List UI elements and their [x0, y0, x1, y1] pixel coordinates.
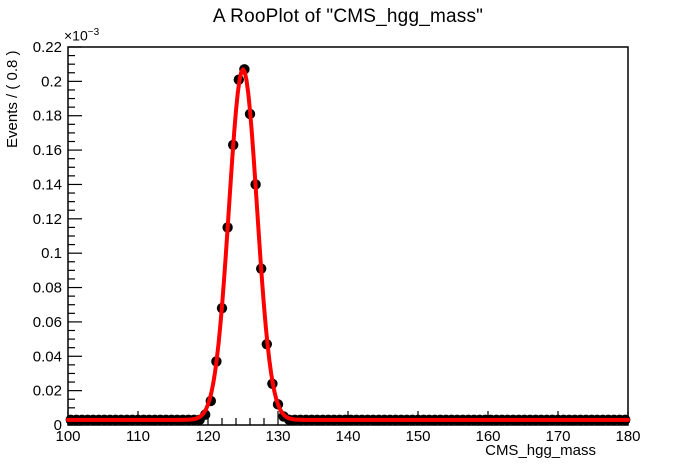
x-tick-label: 140	[335, 428, 360, 445]
y-tick-label: 0.18	[33, 108, 62, 125]
y-tick-label: 0.2	[41, 73, 62, 90]
x-axis-title: CMS_hgg_mass	[485, 442, 596, 459]
y-axis-exponent-power: −3	[87, 27, 100, 38]
y-tick-label: 0.04	[33, 348, 62, 365]
x-tick-label: 180	[615, 428, 640, 445]
plot-frame	[67, 46, 629, 426]
x-tick-label: 160	[475, 428, 500, 445]
y-tick-label: 0.06	[33, 314, 62, 331]
y-tick-label: 0.16	[33, 142, 62, 159]
plot-title: A RooPlot of "CMS_hgg_mass"	[212, 6, 484, 27]
y-tick-label: 0.22	[33, 39, 62, 56]
fit-curve	[66, 67, 630, 422]
y-tick-label: 0.1	[41, 245, 62, 262]
x-tick-label: 170	[545, 428, 570, 445]
x-tick-label: 120	[195, 428, 220, 445]
y-tick-label: 0.02	[33, 383, 62, 400]
y-tick-label: 0.12	[33, 211, 62, 228]
x-tick-label: 110	[126, 428, 150, 445]
y-axis-exponent-base: ×10	[64, 27, 88, 44]
y-tick-label: 0.14	[33, 176, 62, 193]
x-tick-label: 130	[265, 428, 290, 445]
y-tick-label: 0.08	[33, 280, 62, 297]
x-tick-label: 100	[55, 428, 80, 445]
y-axis-exponent: ×10−3	[64, 27, 99, 44]
y-tick-label: 0	[54, 417, 62, 434]
x-tick-label: 150	[405, 428, 430, 445]
